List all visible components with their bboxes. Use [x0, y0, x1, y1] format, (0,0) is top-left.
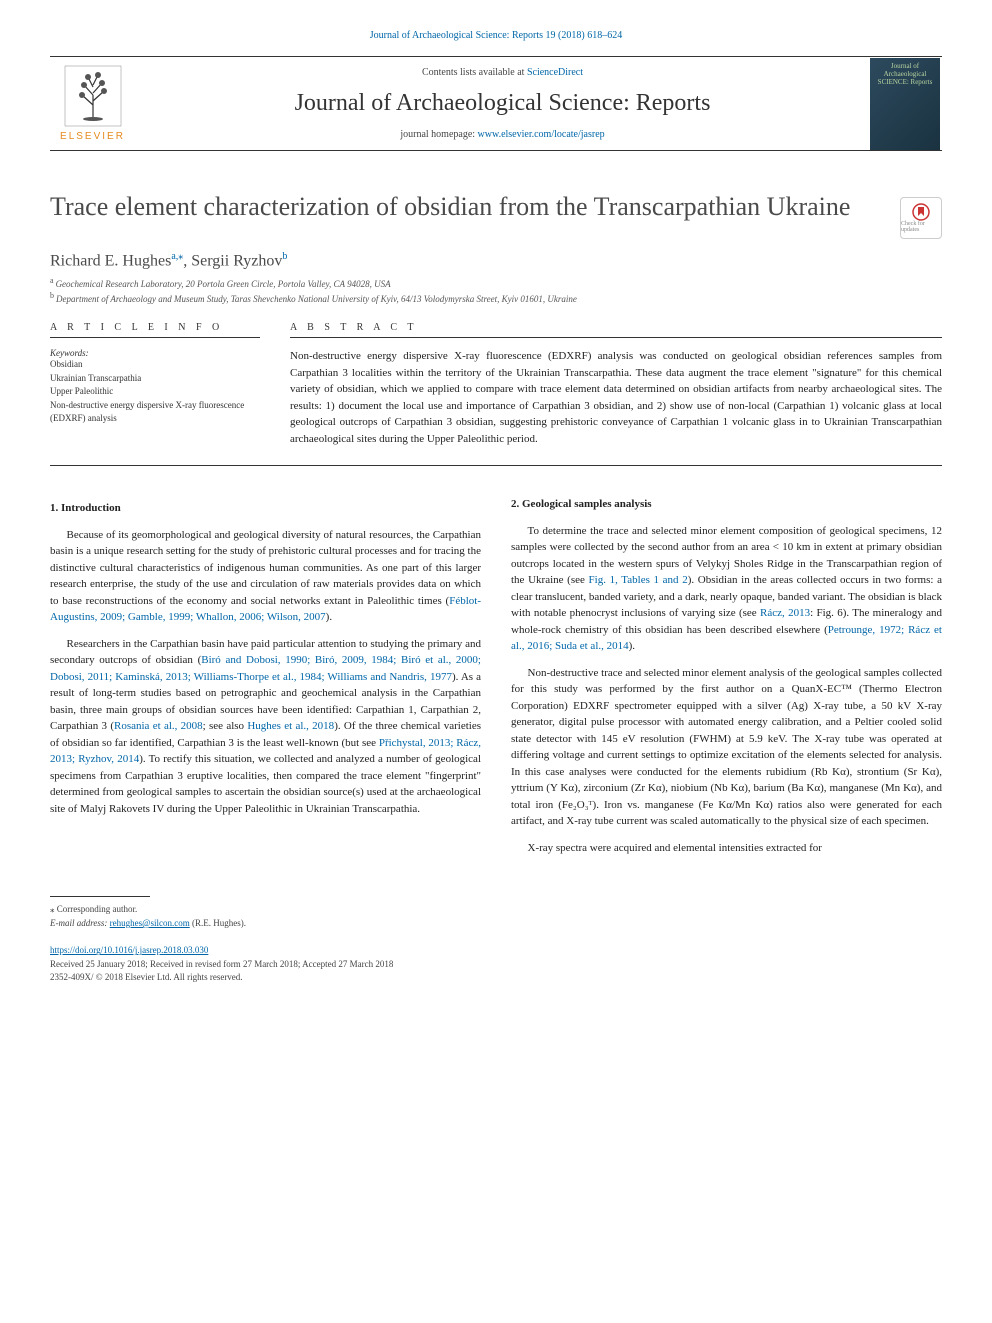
- keywords-label: Keywords:: [50, 348, 260, 358]
- homepage-line: journal homepage: www.elsevier.com/locat…: [143, 129, 862, 140]
- homepage-link[interactable]: www.elsevier.com/locate/jasrep: [478, 129, 605, 140]
- paragraph: To determine the trace and selected mino…: [511, 523, 942, 655]
- journal-name: Journal of Archaeological Science: Repor…: [143, 90, 862, 117]
- body-text: ).: [629, 640, 635, 652]
- article-info-heading: A R T I C L E I N F O: [50, 322, 260, 333]
- info-rule: [50, 337, 260, 338]
- contents-line: Contents lists available at ScienceDirec…: [143, 67, 862, 78]
- keywords-list: Obsidian Ukrainian Transcarpathia Upper …: [50, 358, 260, 426]
- check-updates-badge[interactable]: Check for updates: [900, 197, 942, 239]
- homepage-prefix: journal homepage:: [400, 129, 477, 140]
- journal-cover: Journal of Archaeological SCIENCE: Repor…: [870, 57, 942, 150]
- abstract-text: Non-destructive energy dispersive X-ray …: [290, 348, 942, 447]
- paragraph: Researchers in the Carpathian basin have…: [50, 636, 481, 818]
- banner-center: Contents lists available at ScienceDirec…: [135, 57, 870, 150]
- elsevier-wordmark: ELSEVIER: [60, 131, 125, 142]
- keyword-item: Obsidian: [50, 358, 260, 372]
- author-2-sup: b: [282, 251, 287, 262]
- aff-text-b: Department of Archaeology and Museum Stu…: [56, 294, 577, 304]
- journal-cover-image: Journal of Archaeological SCIENCE: Repor…: [870, 58, 940, 150]
- section-divider: [50, 465, 942, 466]
- body-text: ; see also: [203, 720, 248, 732]
- affiliation-b: bDepartment of Archaeology and Museum St…: [50, 291, 942, 304]
- corresponding-author: ⁎ Corresponding author.: [50, 903, 942, 917]
- article-body: 1. Introduction Because of its geomorpho…: [50, 496, 942, 856]
- author-1-sup: a,⁎: [171, 251, 183, 262]
- keyword-item: Non-destructive energy dispersive X-ray …: [50, 399, 260, 426]
- affiliation-a: aGeochemical Research Laboratory, 20 Por…: [50, 276, 942, 289]
- journal-banner: ELSEVIER Contents lists available at Sci…: [50, 56, 942, 151]
- authors: Richard E. Hughesa,⁎, Sergii Ryzhovb: [50, 251, 942, 270]
- elsevier-logo: ELSEVIER: [50, 57, 135, 150]
- copyright-line: 2352-409X/ © 2018 Elsevier Ltd. All righ…: [50, 971, 942, 985]
- section-2-heading: 2. Geological samples analysis: [511, 496, 942, 513]
- keyword-item: Upper Paleolithic: [50, 385, 260, 399]
- keyword-item: Ukrainian Transcarpathia: [50, 372, 260, 386]
- body-text: Because of its geomorphological and geol…: [50, 529, 481, 607]
- doi-link[interactable]: https://doi.org/10.1016/j.jasrep.2018.03…: [50, 945, 208, 955]
- page-footer: ⁎ Corresponding author. E-mail address: …: [50, 896, 942, 985]
- paragraph: Because of its geomorphological and geol…: [50, 527, 481, 626]
- bookmark-icon: [912, 203, 930, 221]
- email-line: E-mail address: rehughes@silcon.com (R.E…: [50, 917, 942, 931]
- section-1-heading: 1. Introduction: [50, 500, 481, 517]
- footer-rule: [50, 896, 150, 897]
- title-row: Trace element characterization of obsidi…: [50, 191, 942, 239]
- figure-link[interactable]: Fig. 1, Tables 1 and 2: [589, 574, 688, 586]
- article-title: Trace element characterization of obsidi…: [50, 191, 880, 224]
- aff-marker-b: b: [50, 291, 54, 300]
- email-label: E-mail address:: [50, 918, 110, 928]
- aff-marker-a: a: [50, 276, 54, 285]
- citation-link[interactable]: Rosania et al., 2008: [114, 720, 203, 732]
- citation-link[interactable]: Rácz, 2013: [760, 607, 810, 619]
- abstract-heading: A B S T R A C T: [290, 322, 942, 333]
- author-2: , Sergii Ryzhov: [183, 252, 282, 269]
- body-text: ).: [326, 611, 332, 623]
- abstract-rule: [290, 337, 942, 338]
- citation-link[interactable]: Hughes et al., 2018: [247, 720, 334, 732]
- author-1: Richard E. Hughes: [50, 252, 171, 269]
- info-abstract-row: A R T I C L E I N F O Keywords: Obsidian…: [50, 322, 942, 447]
- paragraph: Non-destructive trace and selected minor…: [511, 665, 942, 830]
- article-info: A R T I C L E I N F O Keywords: Obsidian…: [50, 322, 260, 447]
- sciencedirect-link[interactable]: ScienceDirect: [527, 67, 583, 78]
- running-head: Journal of Archaeological Science: Repor…: [50, 30, 942, 41]
- abstract: A B S T R A C T Non-destructive energy d…: [290, 322, 942, 447]
- email-link[interactable]: rehughes@silcon.com: [110, 918, 190, 928]
- email-suffix: (R.E. Hughes).: [190, 918, 246, 928]
- received-line: Received 25 January 2018; Received in re…: [50, 958, 942, 972]
- contents-prefix: Contents lists available at: [422, 67, 527, 78]
- check-updates-label: Check for updates: [901, 221, 941, 233]
- paragraph: X-ray spectra were acquired and elementa…: [511, 840, 942, 857]
- aff-text-a: Geochemical Research Laboratory, 20 Port…: [56, 279, 391, 289]
- tree-icon: [64, 65, 122, 127]
